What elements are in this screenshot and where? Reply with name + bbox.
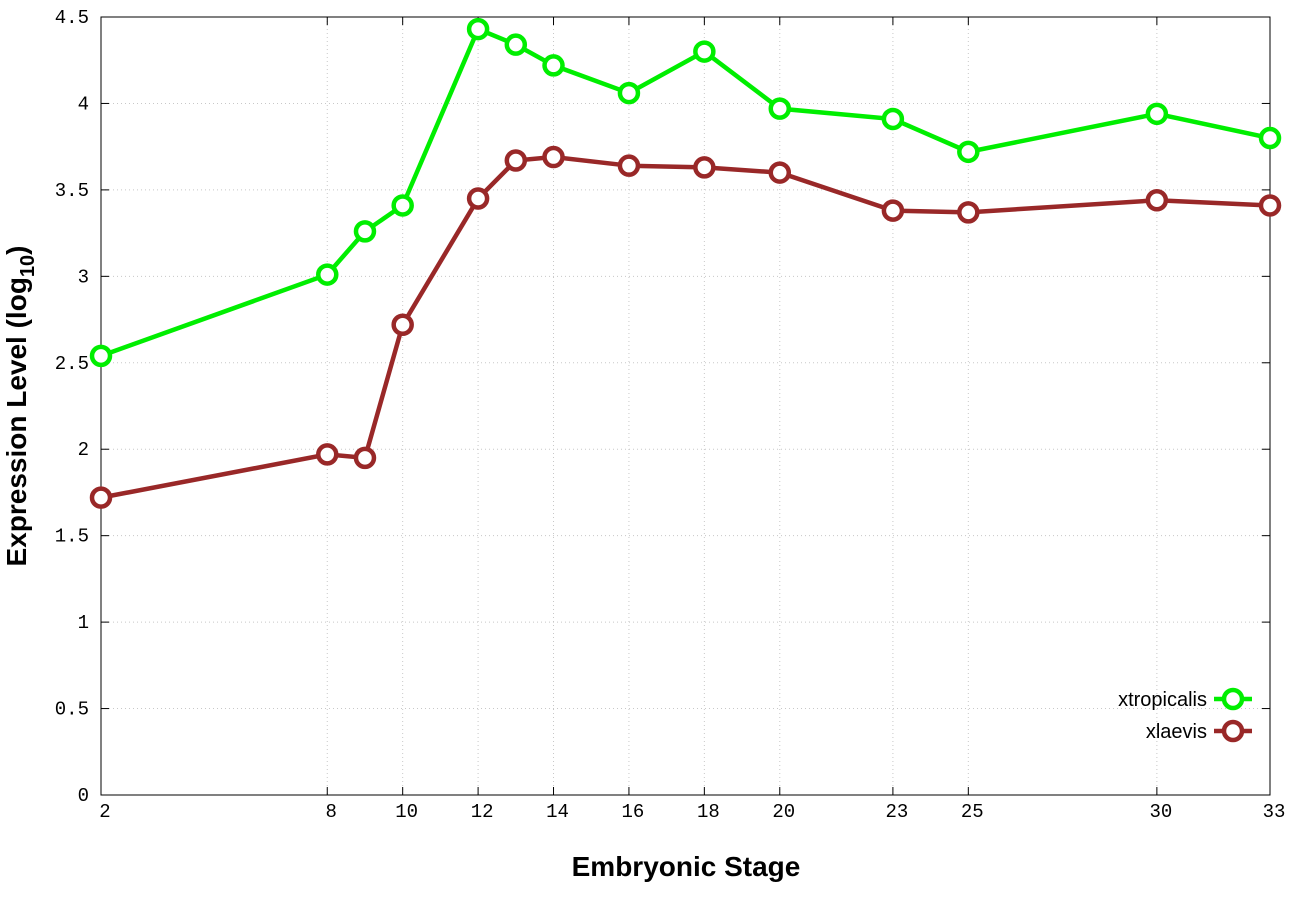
y-axis-label-sub: 10: [17, 255, 39, 277]
data-point: [542, 54, 565, 77]
y-tick-label: 1.5: [55, 526, 89, 548]
data-point: [504, 149, 528, 172]
data-point: [353, 220, 377, 243]
data-point: [957, 201, 980, 224]
data-point: [1258, 194, 1282, 217]
y-tick-label: 0.5: [55, 699, 89, 721]
y-tick-label: 3.5: [55, 180, 89, 202]
data-point: [89, 486, 113, 509]
data-point: [768, 97, 792, 120]
y-tick-label: 4: [78, 93, 89, 115]
x-tick-label: 2: [99, 801, 110, 823]
x-tick-label: 23: [885, 801, 908, 823]
x-tick-label: 30: [1149, 801, 1172, 823]
y-axis-label: Expression Level (log10): [1, 246, 39, 567]
data-point: [693, 156, 716, 179]
y-axis-label-main: Expression Level (log: [1, 277, 32, 566]
data-point: [542, 145, 565, 169]
x-tick-label: 14: [546, 801, 569, 823]
data-point: [1258, 126, 1282, 150]
x-tick-label: 18: [697, 801, 720, 823]
y-tick-label: 2: [78, 439, 89, 461]
y-tick-label: 1: [78, 612, 89, 634]
data-point: [391, 194, 414, 217]
series-line: [100, 26, 1271, 358]
data-point: [768, 161, 792, 184]
series-line: [100, 154, 1271, 500]
data-point: [1145, 189, 1169, 212]
x-tick-label: 25: [961, 801, 984, 823]
legend-marker: [1221, 687, 1245, 711]
data-point: [957, 140, 980, 164]
data-point: [466, 187, 490, 210]
data-point: [353, 446, 377, 470]
x-tick-label: 12: [471, 801, 494, 823]
y-tick-label: 3: [78, 266, 89, 288]
data-point: [693, 40, 716, 63]
y-tick-label: 2.5: [55, 353, 89, 375]
data-point: [89, 344, 113, 368]
x-tick-label: 20: [772, 801, 795, 823]
y-tick-label: 4.5: [55, 7, 89, 29]
x-tick-label: 33: [1263, 801, 1286, 823]
data-point: [316, 443, 339, 466]
x-tick-label: 10: [395, 801, 418, 823]
data-point: [391, 313, 414, 336]
x-tick-label: 16: [622, 801, 645, 823]
x-axis-label: Embryonic Stage: [572, 851, 801, 882]
x-tick-label: 8: [326, 801, 337, 823]
legend-label: xlaevis: [1146, 721, 1207, 743]
legend-marker: [1221, 719, 1245, 743]
plot-frame: [100, 16, 1271, 796]
data-point: [617, 154, 641, 177]
data-point: [881, 107, 905, 131]
y-axis-label-end: ): [1, 246, 32, 255]
legend-label: xtropicalis: [1118, 689, 1207, 711]
y-tick-label: 0: [78, 785, 89, 807]
data-point: [617, 81, 641, 105]
data-point: [881, 199, 905, 222]
data-point: [466, 17, 490, 41]
data-point: [504, 33, 528, 56]
data-point: [316, 263, 339, 286]
data-point: [1145, 102, 1169, 126]
